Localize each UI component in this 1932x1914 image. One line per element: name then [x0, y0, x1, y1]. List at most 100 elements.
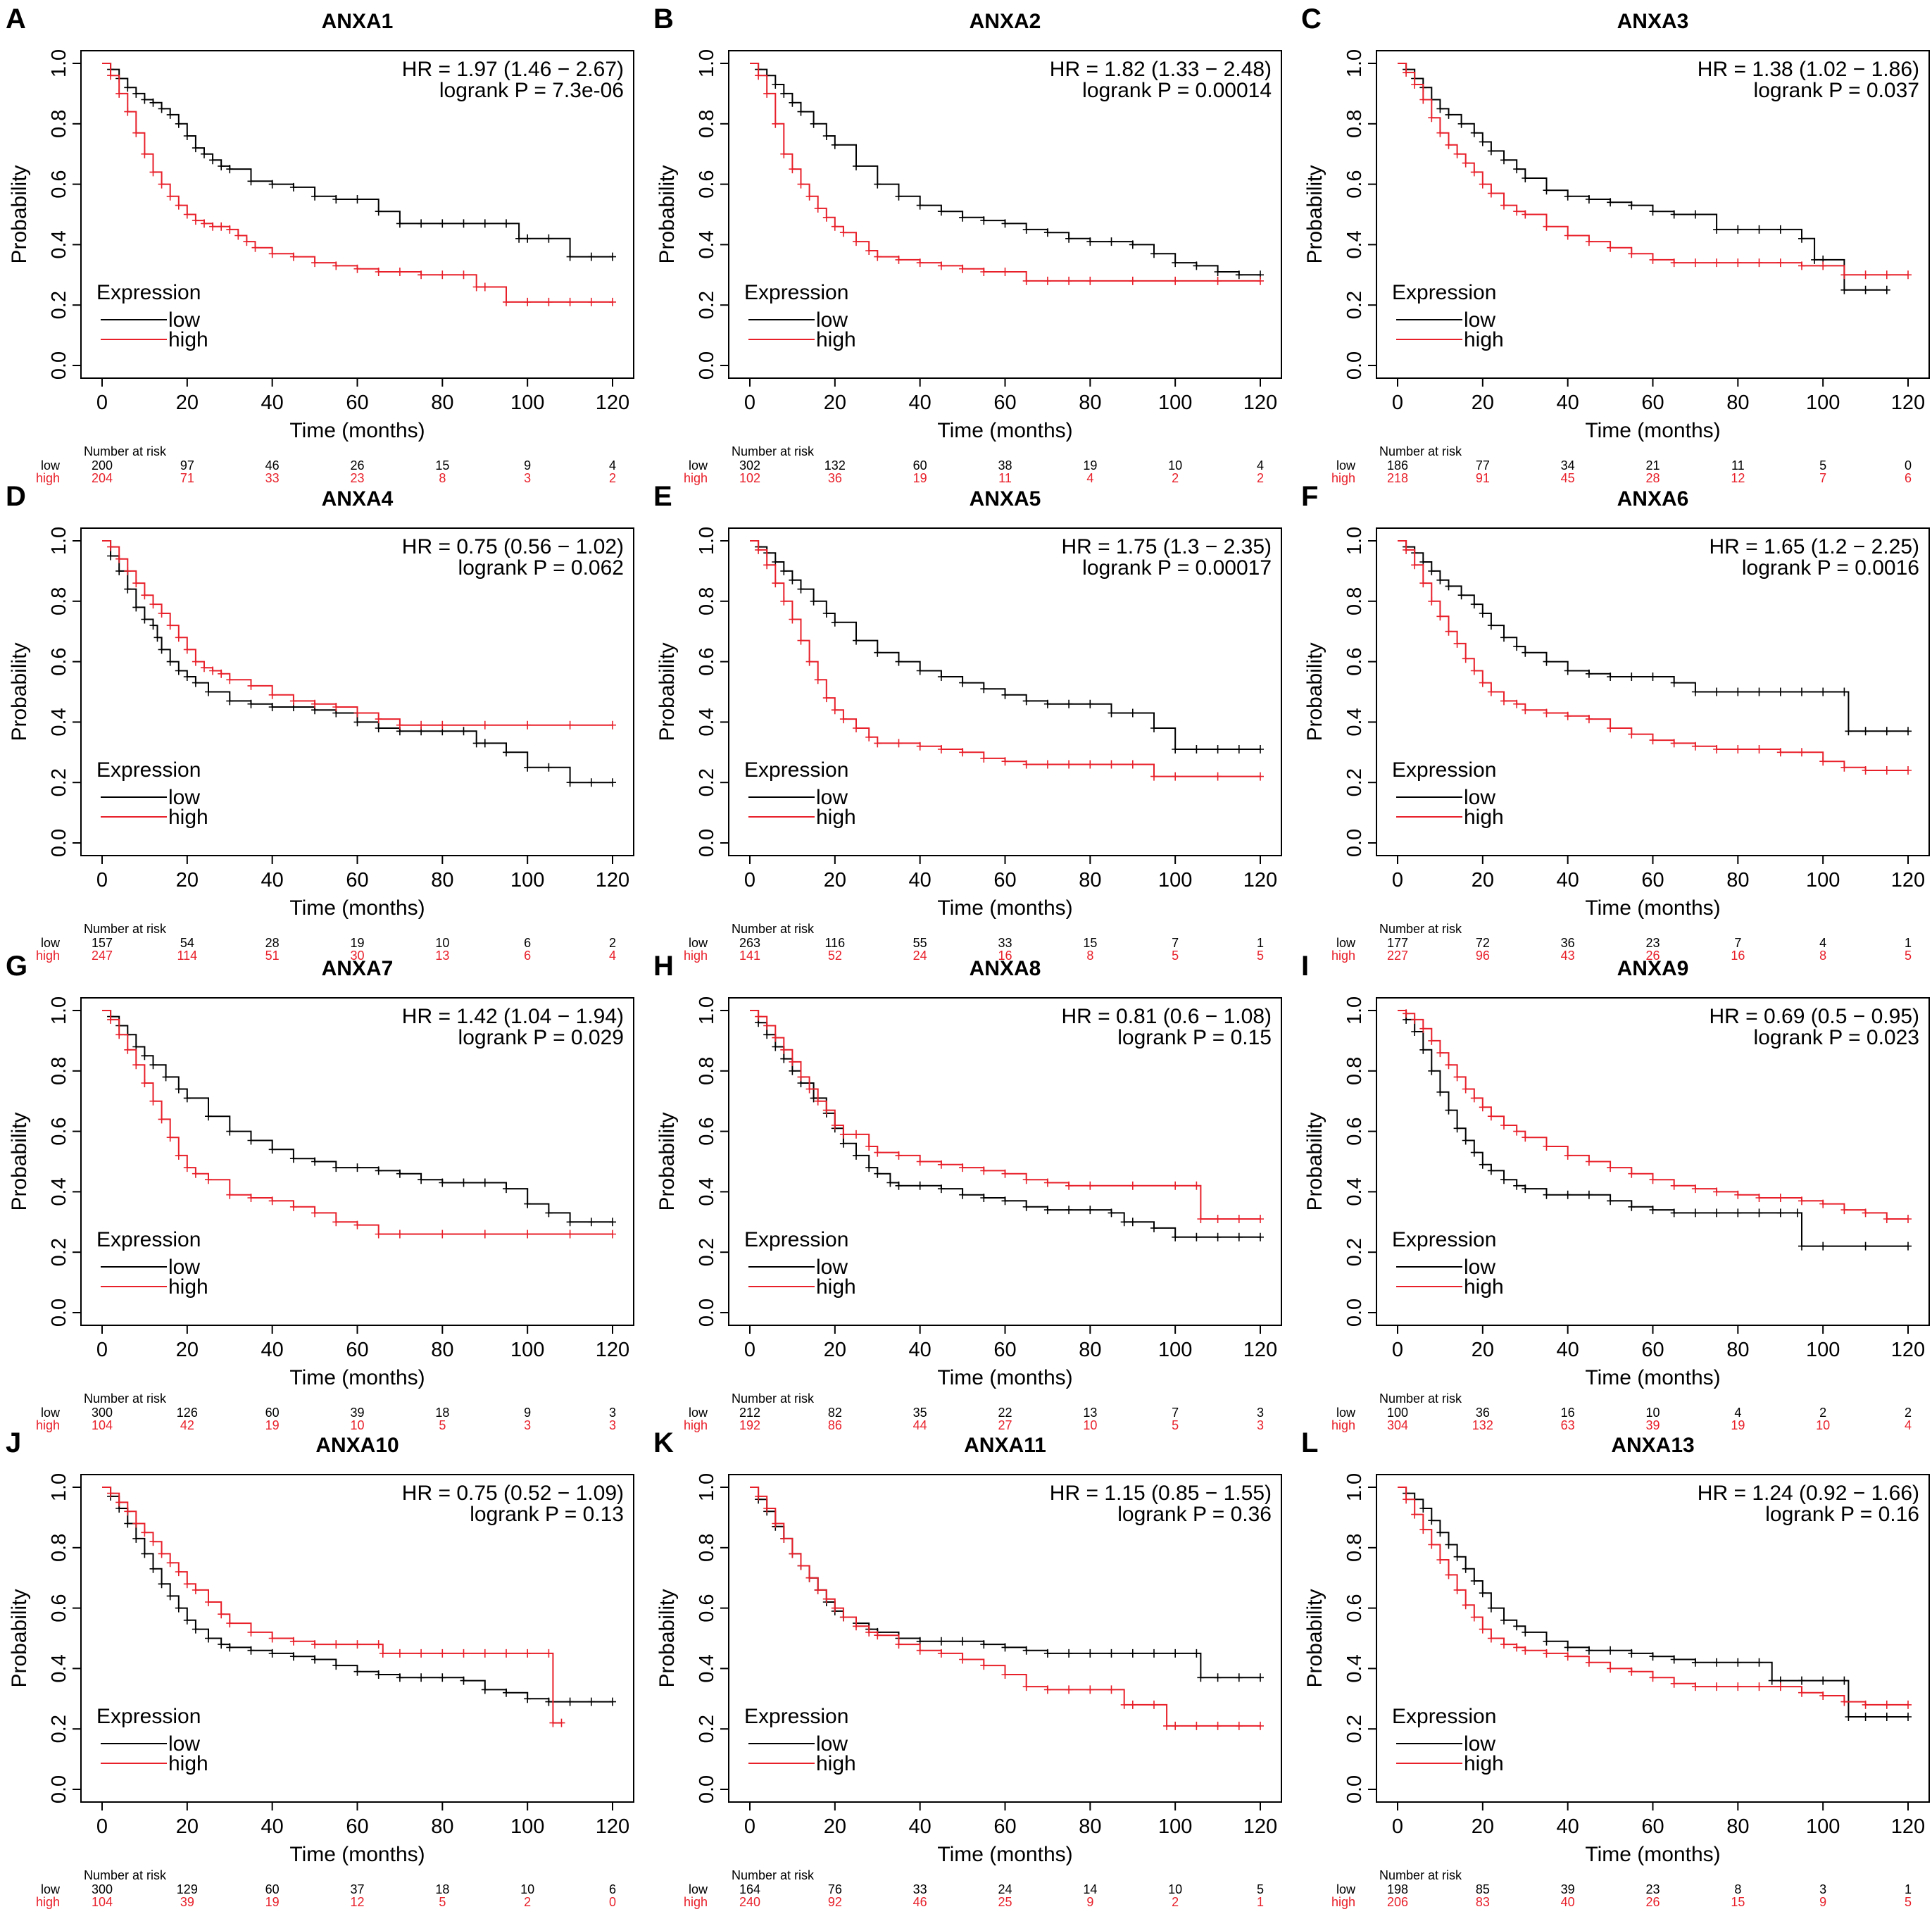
risk-value-high: 96 — [1476, 949, 1490, 963]
x-tick-label: 0 — [744, 1815, 755, 1838]
y-axis-title: Probability — [656, 642, 679, 741]
risk-row-label-high: high — [1331, 1895, 1355, 1909]
y-tick-label: 0.6 — [696, 1117, 718, 1145]
logrank-p-text: logrank P = 0.13 — [470, 1503, 624, 1526]
x-axis-title: Time (months) — [1585, 1843, 1720, 1866]
risk-value-low: 39 — [1561, 1882, 1575, 1896]
risk-value-high: 132 — [1472, 1418, 1493, 1432]
risk-row-label-low: low — [689, 1406, 708, 1420]
risk-value-low: 7 — [1172, 1406, 1179, 1420]
x-tick-label: 120 — [596, 869, 629, 892]
panel-letter: A — [6, 4, 26, 35]
y-tick-label: 0.8 — [696, 110, 718, 138]
risk-value-high: 19 — [265, 1895, 280, 1909]
x-tick-label: 120 — [1243, 869, 1277, 892]
y-tick-label: 0.6 — [48, 647, 70, 675]
survival-curve-low — [750, 540, 1260, 750]
risk-value-low: 11 — [1731, 458, 1745, 473]
x-axis-title: Time (months) — [937, 1366, 1072, 1389]
y-tick-label: 0.8 — [48, 1534, 70, 1562]
x-axis-title: Time (months) — [1585, 896, 1720, 920]
hr-text: HR = 1.82 (1.33 − 2.48) — [1050, 58, 1272, 81]
risk-value-low: 55 — [913, 936, 927, 950]
x-tick-label: 120 — [1243, 1339, 1277, 1361]
y-tick-label: 0.0 — [48, 1299, 70, 1327]
risk-value-high: 5 — [1172, 949, 1179, 963]
censor-marks-high — [755, 545, 1264, 781]
risk-row-label-high: high — [684, 1895, 708, 1909]
risk-value-low: 200 — [92, 458, 113, 473]
x-tick-label: 40 — [261, 869, 284, 892]
risk-value-low: 97 — [180, 458, 194, 473]
x-tick-label: 100 — [510, 1815, 544, 1838]
legend-label-low: low — [168, 786, 200, 809]
y-tick-label: 0.8 — [696, 1534, 718, 1562]
risk-value-high: 2 — [524, 1895, 531, 1909]
y-tick-label: 0.6 — [48, 1594, 70, 1622]
risk-value-low: 302 — [739, 458, 760, 473]
y-tick-label: 0.0 — [696, 1775, 718, 1803]
y-tick-label: 0.2 — [1343, 1715, 1366, 1743]
risk-table-title: Number at risk — [732, 444, 815, 458]
y-tick-label: 0.2 — [696, 768, 718, 796]
x-tick-label: 20 — [176, 1339, 199, 1361]
risk-value-low: 129 — [177, 1882, 198, 1896]
logrank-p-text: logrank P = 0.037 — [1754, 79, 1919, 102]
risk-value-high: 12 — [1731, 471, 1745, 485]
risk-value-low: 1 — [1257, 936, 1264, 950]
legend-label-low: low — [1464, 1732, 1495, 1756]
risk-value-low: 9 — [524, 458, 531, 473]
risk-value-high: 5 — [439, 1418, 446, 1432]
panel-letter: I — [1301, 951, 1309, 982]
risk-value-high: 71 — [180, 471, 194, 485]
risk-value-high: 27 — [998, 1418, 1012, 1432]
legend-title: Expression — [1392, 1228, 1496, 1251]
risk-value-low: 60 — [265, 1406, 280, 1420]
chart-title: ANXA5 — [970, 487, 1041, 511]
x-tick-label: 100 — [1806, 1339, 1840, 1361]
risk-value-high: 2 — [1257, 471, 1264, 485]
chart-title: ANXA8 — [970, 957, 1041, 980]
x-tick-label: 100 — [1158, 392, 1192, 414]
legend-label-high: high — [816, 328, 856, 351]
x-tick-label: 40 — [1557, 392, 1579, 414]
risk-value-high: 23 — [350, 471, 364, 485]
risk-table-title: Number at risk — [1379, 444, 1462, 458]
x-tick-label: 20 — [176, 869, 199, 892]
y-axis-title: Probability — [1303, 1589, 1326, 1687]
risk-row-label-low: low — [689, 458, 708, 473]
y-tick-label: 0.4 — [696, 230, 718, 258]
censor-marks-low — [1403, 1015, 1912, 1251]
y-tick-label: 0.4 — [1343, 230, 1366, 258]
hr-text: HR = 0.81 (0.6 − 1.08) — [1061, 1005, 1272, 1028]
risk-row-label-high: high — [36, 949, 60, 963]
risk-value-low: 126 — [177, 1406, 198, 1420]
legend-title: Expression — [96, 1705, 201, 1728]
risk-value-high: 2 — [1172, 471, 1179, 485]
y-tick-label: 0.8 — [48, 1057, 70, 1085]
risk-table-title: Number at risk — [1379, 1391, 1462, 1406]
y-tick-label: 1.0 — [1343, 996, 1366, 1025]
y-tick-label: 0.6 — [1343, 1117, 1366, 1145]
legend-label-low: low — [816, 786, 848, 809]
y-tick-label: 1.0 — [48, 49, 70, 77]
risk-value-high: 9 — [1819, 1895, 1826, 1909]
y-axis-title: Probability — [8, 1589, 31, 1687]
risk-value-low: 15 — [1083, 936, 1097, 950]
x-tick-label: 20 — [824, 392, 846, 414]
panel-letter: H — [653, 951, 674, 982]
x-tick-label: 60 — [1641, 1339, 1664, 1361]
y-tick-label: 0.0 — [696, 351, 718, 380]
censor-marks-low — [107, 551, 616, 787]
y-tick-label: 0.2 — [696, 291, 718, 319]
y-tick-label: 1.0 — [696, 1473, 718, 1501]
risk-value-high: 15 — [1731, 1895, 1745, 1909]
x-tick-label: 0 — [1392, 869, 1403, 892]
x-tick-label: 60 — [346, 1815, 368, 1838]
x-tick-label: 0 — [1392, 1339, 1403, 1361]
risk-value-high: 36 — [828, 471, 842, 485]
risk-value-high: 63 — [1561, 1418, 1575, 1432]
x-tick-label: 120 — [1891, 1815, 1925, 1838]
censor-marks-high — [1403, 545, 1912, 775]
risk-value-high: 52 — [828, 949, 842, 963]
